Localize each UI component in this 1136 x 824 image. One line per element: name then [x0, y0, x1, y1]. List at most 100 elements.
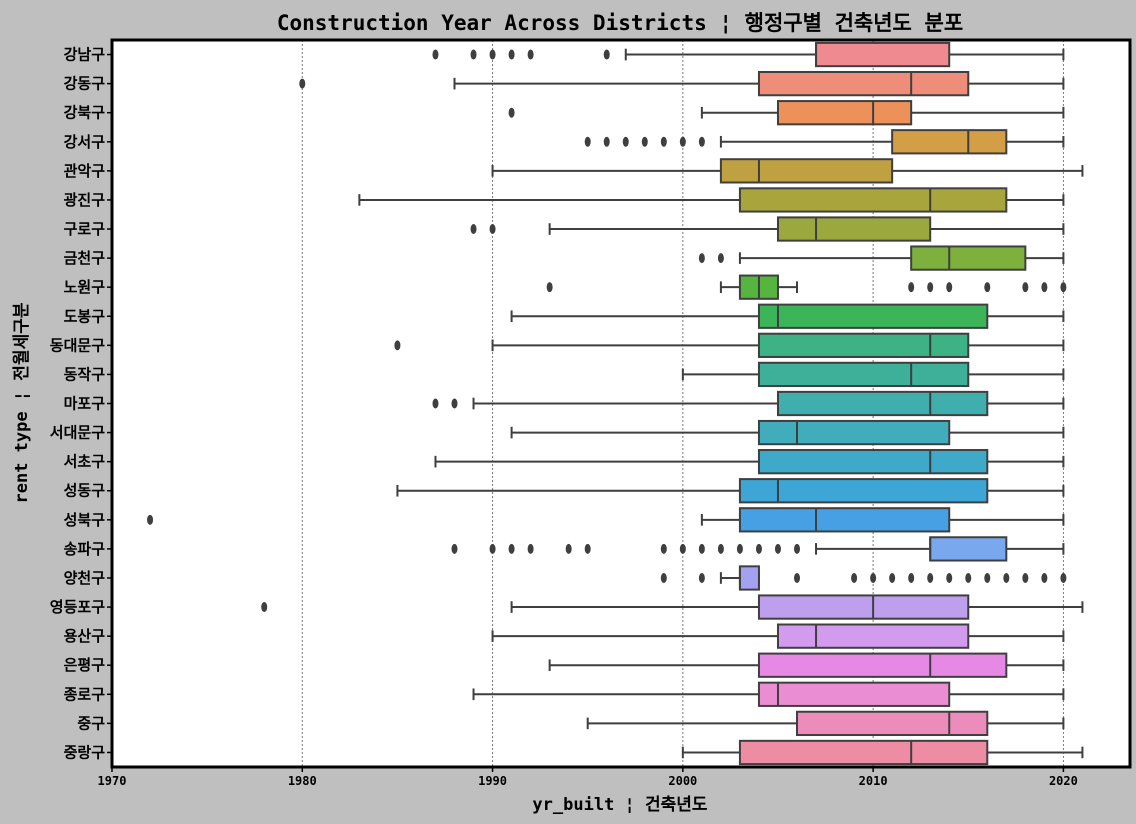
box — [738, 739, 989, 766]
box — [929, 536, 1008, 562]
y-tick-label: 성동구 — [64, 482, 106, 500]
outlier-point — [698, 543, 705, 554]
outlier-point — [660, 543, 667, 554]
outlier-point — [774, 543, 781, 554]
outlier-point — [508, 49, 515, 60]
box — [776, 623, 970, 649]
y-tick-label: 노원구 — [64, 278, 106, 296]
y-tick-label: 도봉구 — [64, 307, 106, 325]
outlier-point — [660, 572, 667, 583]
y-tick-label: 중구 — [77, 714, 105, 732]
y-tick-label: 용산구 — [64, 627, 106, 645]
outlier-point — [1041, 282, 1048, 293]
outlier-point — [1022, 572, 1029, 583]
y-tick-label: 은평구 — [64, 656, 106, 674]
y-tick-label: 강북구 — [64, 104, 106, 122]
outlier-point — [679, 136, 686, 147]
outlier-point — [984, 572, 991, 583]
box — [910, 245, 1027, 271]
box — [757, 332, 970, 358]
y-tick-label: 서대문구 — [50, 424, 105, 442]
x-tick-label: 2010 — [859, 774, 888, 788]
outlier-point — [147, 514, 154, 525]
y-tick-label: 강남구 — [64, 46, 106, 64]
y-tick-label: 강서구 — [64, 133, 106, 151]
boxes — [147, 41, 1084, 766]
box — [757, 652, 1008, 678]
box — [738, 478, 989, 504]
outlier-point — [527, 49, 534, 60]
outlier-point — [261, 602, 268, 613]
outlier-point — [603, 136, 610, 147]
box — [776, 216, 932, 242]
y-tick-label: 서초구 — [64, 453, 106, 471]
y-tick-label: 영등포구 — [50, 598, 105, 616]
box — [738, 507, 951, 533]
outlier-point — [584, 136, 591, 147]
outlier-point — [851, 572, 858, 583]
y-tick-label: 동작구 — [64, 365, 106, 383]
outlier-point — [1003, 572, 1010, 583]
outlier-point — [946, 282, 953, 293]
y-tick-label: 관악구 — [64, 162, 106, 180]
outlier-point — [698, 253, 705, 264]
outlier-point — [432, 398, 439, 409]
box — [891, 129, 1008, 155]
y-tick-label: 동대문구 — [50, 336, 105, 354]
outlier-point — [1041, 572, 1048, 583]
outlier-point — [889, 572, 896, 583]
y-tick-label: 양천구 — [64, 569, 106, 587]
outlier-point — [432, 49, 439, 60]
outlier-point — [489, 49, 496, 60]
outlier-point — [717, 543, 724, 554]
outlier-point — [451, 398, 458, 409]
outlier-point — [622, 136, 629, 147]
y-tick-label: 구로구 — [64, 220, 106, 238]
outlier-point — [660, 136, 667, 147]
box — [757, 303, 989, 329]
outlier-point — [965, 572, 972, 583]
y-tick-label: 성북구 — [64, 511, 106, 529]
outlier-point — [508, 107, 515, 118]
outlier-point — [470, 49, 477, 60]
x-tick-label: 1980 — [288, 774, 317, 788]
outlier-point — [1060, 572, 1067, 583]
outlier-point — [908, 282, 915, 293]
box — [738, 565, 760, 591]
outlier-point — [794, 543, 801, 554]
outlier-point — [489, 543, 496, 554]
box — [776, 390, 989, 417]
outlier-point — [717, 253, 724, 264]
outlier-point — [698, 572, 705, 583]
y-tick-label: 금천구 — [64, 249, 106, 267]
y-tick-label: 강동구 — [64, 75, 106, 93]
y-tick-label: 광진구 — [64, 191, 106, 209]
outlier-point — [679, 543, 686, 554]
outlier-point — [565, 543, 572, 554]
box — [757, 70, 970, 97]
box — [757, 449, 989, 475]
outlier-point — [489, 224, 496, 235]
box — [757, 681, 951, 707]
box — [776, 100, 913, 126]
y-tick-label: 마포구 — [64, 395, 106, 413]
x-tick-label: 1990 — [478, 774, 507, 788]
outlier-point — [698, 136, 705, 147]
box — [757, 361, 970, 388]
box — [757, 419, 951, 446]
box — [815, 41, 951, 68]
x-tick-label: 2020 — [1049, 774, 1078, 788]
box — [796, 710, 989, 737]
box — [738, 187, 1008, 213]
outlier-point — [394, 340, 401, 351]
outlier-point — [546, 282, 553, 293]
y-tick-label: 중랑구 — [64, 743, 106, 761]
y-axis: 강남구강동구강북구강서구관악구광진구구로구금천구노원구도봉구동대문구동작구마포구… — [50, 46, 112, 761]
x-tick-label: 1970 — [98, 774, 127, 788]
x-tick-label: 2000 — [668, 774, 697, 788]
chart-title: Construction Year Across Districts ¦ 행정구… — [277, 11, 963, 35]
box — [757, 594, 970, 620]
outlier-point — [984, 282, 991, 293]
outlier-point — [794, 572, 801, 583]
